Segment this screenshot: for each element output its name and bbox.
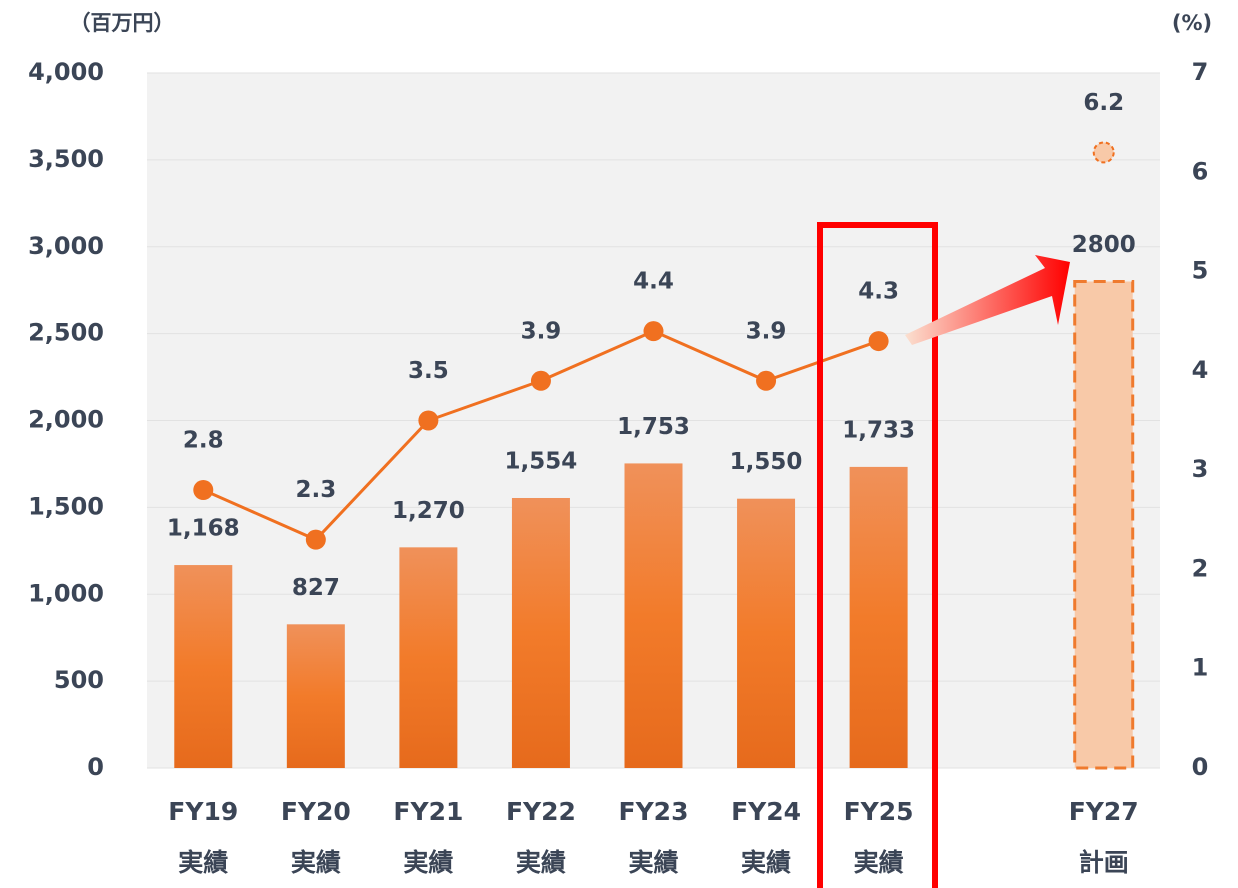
bar xyxy=(286,624,345,768)
bar-value-label: 827 xyxy=(292,575,340,601)
y-tick-label: 2,000 xyxy=(28,406,104,434)
x-tick-sublabel: 実績 xyxy=(291,848,341,877)
y-tick-label: 1,500 xyxy=(28,492,104,520)
line-value-label: 6.2 xyxy=(1083,90,1124,116)
bar-value-label: 1,168 xyxy=(167,516,240,542)
line-point xyxy=(530,370,551,391)
bar xyxy=(737,498,796,768)
x-tick-sublabel: 実績 xyxy=(741,848,791,877)
bar xyxy=(511,497,570,768)
line-value-label: 4.4 xyxy=(633,269,674,295)
y-axis-label: （百万円） xyxy=(70,11,175,35)
y2-tick-label: 1 xyxy=(1192,654,1209,682)
y-tick-label: 500 xyxy=(54,666,104,694)
x-tick-sublabel: 実績 xyxy=(178,848,228,877)
y-tick-label: 1,000 xyxy=(28,579,104,607)
line-value-label: 3.5 xyxy=(408,358,449,384)
line-point xyxy=(305,529,326,550)
y2-tick-label: 6 xyxy=(1192,157,1209,185)
x-tick-label: FY22 xyxy=(506,797,576,826)
bar xyxy=(1073,280,1135,770)
bar-value-label: 1,733 xyxy=(842,417,915,443)
x-tick-sublabel: 計画 xyxy=(1079,848,1129,877)
bar xyxy=(624,463,683,768)
y-tick-label: 2,500 xyxy=(28,319,104,347)
x-tick-label: FY27 xyxy=(1069,797,1139,826)
line-value-label: 4.3 xyxy=(858,279,899,305)
x-tick-label: FY20 xyxy=(281,797,351,826)
bar-value-label: 2800 xyxy=(1072,232,1136,258)
x-tick-sublabel: 実績 xyxy=(854,848,904,877)
bar-value-label: 1,554 xyxy=(505,448,578,474)
x-tick-sublabel: 実績 xyxy=(403,848,453,877)
y2-tick-label: 3 xyxy=(1192,455,1209,483)
bar-value-label: 1,753 xyxy=(617,414,690,440)
line-point xyxy=(193,480,214,500)
line-point xyxy=(756,370,777,391)
bar-value-label: 1,270 xyxy=(392,498,465,524)
y2-tick-label: 2 xyxy=(1192,554,1209,582)
line-value-label: 2.3 xyxy=(295,477,336,503)
line-value-label: 2.8 xyxy=(183,428,224,454)
y-tick-label: 3,500 xyxy=(28,145,104,173)
y2-axis-label: (%) xyxy=(1172,11,1212,35)
y-tick-label: 4,000 xyxy=(28,58,104,86)
y2-tick-label: 5 xyxy=(1192,257,1209,285)
x-tick-label: FY21 xyxy=(393,797,463,826)
bar xyxy=(849,466,908,768)
y-tick-label: 0 xyxy=(87,753,104,781)
highlight-box xyxy=(817,222,938,888)
y-tick-label: 3,000 xyxy=(28,232,104,260)
arrow xyxy=(905,255,1070,345)
y2-tick-label: 0 xyxy=(1192,753,1209,781)
bar xyxy=(174,565,233,768)
x-tick-label: FY24 xyxy=(731,797,801,826)
x-tick-sublabel: 実績 xyxy=(628,848,678,877)
x-tick-sublabel: 実績 xyxy=(516,848,566,877)
y2-tick-label: 4 xyxy=(1192,356,1209,384)
x-tick-label: FY25 xyxy=(844,797,914,826)
x-tick-label: FY19 xyxy=(168,797,238,826)
bar xyxy=(399,547,458,768)
line-point xyxy=(643,321,664,342)
line-value-label: 3.9 xyxy=(746,318,787,344)
line-value-label: 3.9 xyxy=(521,318,562,344)
line-point xyxy=(418,410,439,431)
y2-tick-label: 7 xyxy=(1192,58,1209,86)
bar-value-label: 1,550 xyxy=(730,449,803,475)
line-point xyxy=(1092,141,1115,164)
x-tick-label: FY23 xyxy=(619,797,689,826)
line-point xyxy=(868,331,889,352)
